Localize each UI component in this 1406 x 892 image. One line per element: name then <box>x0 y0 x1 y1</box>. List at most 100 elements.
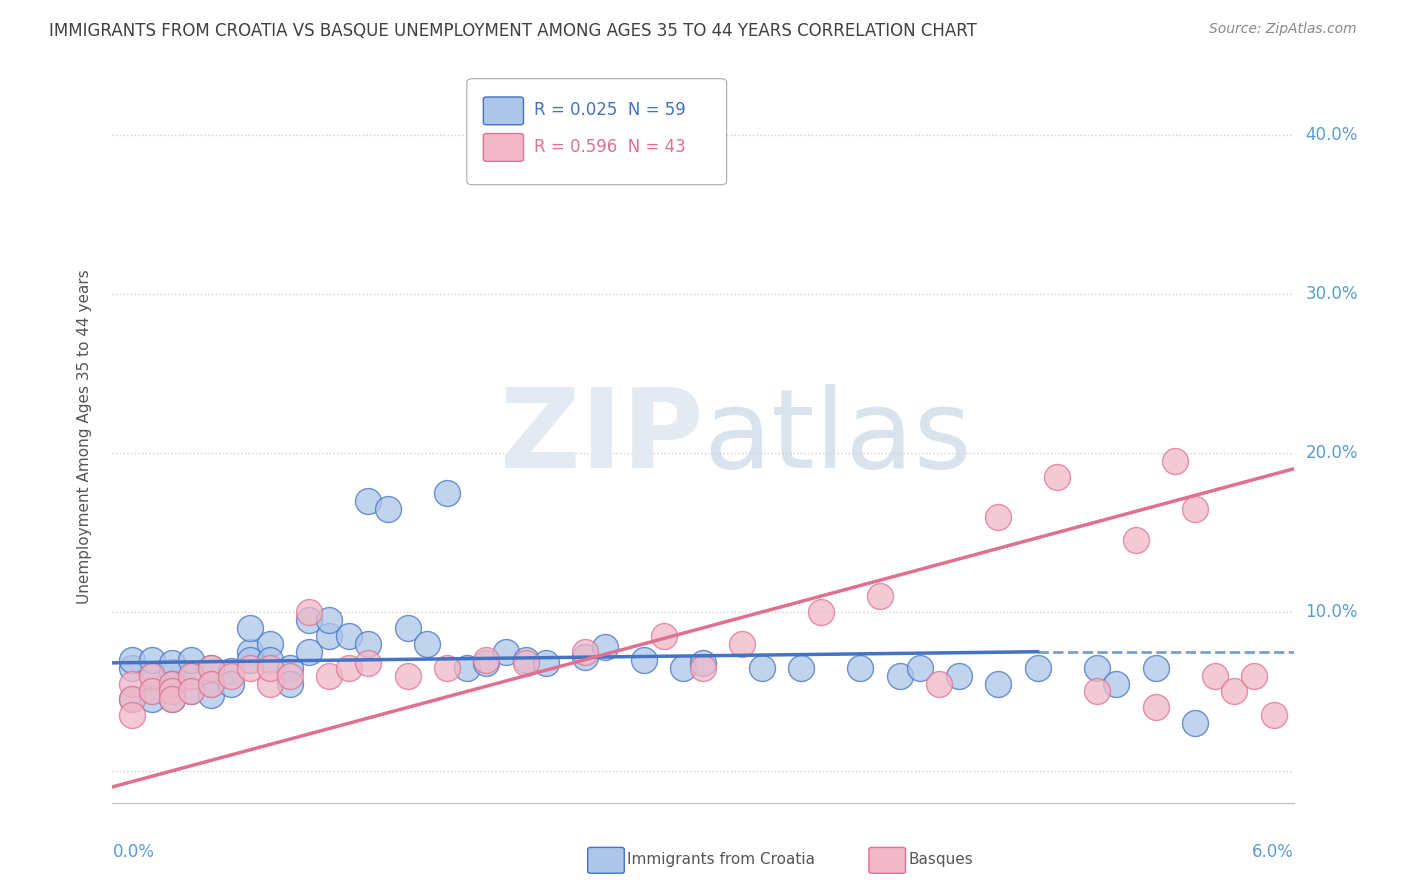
Point <box>200 676 222 690</box>
Point <box>377 501 399 516</box>
Point <box>928 676 950 690</box>
Point <box>141 684 163 698</box>
Point <box>515 653 537 667</box>
Point <box>1204 668 1226 682</box>
Point <box>1105 676 1128 690</box>
Text: 10.0%: 10.0% <box>1305 603 1358 621</box>
Point <box>239 621 262 635</box>
Point <box>357 493 380 508</box>
Point <box>239 653 262 667</box>
Point <box>141 668 163 682</box>
Point <box>180 668 202 682</box>
Point <box>1085 684 1108 698</box>
Point <box>1046 470 1069 484</box>
Point <box>160 676 183 690</box>
Point <box>436 485 458 500</box>
Point <box>1184 501 1206 516</box>
Point <box>141 668 163 682</box>
Text: R = 0.596  N = 43: R = 0.596 N = 43 <box>534 137 686 156</box>
Text: atlas: atlas <box>703 384 972 491</box>
Point <box>318 629 340 643</box>
Point <box>515 656 537 670</box>
Point <box>790 660 813 674</box>
Point <box>160 692 183 706</box>
Point <box>416 637 439 651</box>
Point <box>141 684 163 698</box>
Point <box>1243 668 1265 682</box>
Point <box>141 692 163 706</box>
Point <box>692 660 714 674</box>
Point <box>160 692 183 706</box>
Point <box>1125 533 1147 548</box>
Point <box>475 653 498 667</box>
Point <box>160 684 183 698</box>
Point <box>633 653 655 667</box>
Point <box>593 640 616 654</box>
Point <box>121 692 143 706</box>
Point <box>318 668 340 682</box>
Text: Basques: Basques <box>908 853 973 867</box>
Text: 6.0%: 6.0% <box>1251 843 1294 861</box>
Point <box>318 613 340 627</box>
Point <box>219 664 242 678</box>
Point <box>259 660 281 674</box>
Text: Immigrants from Croatia: Immigrants from Croatia <box>627 853 815 867</box>
Point <box>160 665 183 680</box>
Point <box>200 688 222 702</box>
Point <box>219 676 242 690</box>
Point <box>200 660 222 674</box>
FancyBboxPatch shape <box>484 134 523 161</box>
Point <box>869 589 891 603</box>
Point <box>278 660 301 674</box>
Y-axis label: Unemployment Among Ages 35 to 44 years: Unemployment Among Ages 35 to 44 years <box>77 269 91 605</box>
Point <box>259 676 281 690</box>
Text: R = 0.025  N = 59: R = 0.025 N = 59 <box>534 101 686 120</box>
Point <box>239 645 262 659</box>
Point <box>121 660 143 674</box>
Point <box>219 668 242 682</box>
Point <box>121 692 143 706</box>
Point <box>180 653 202 667</box>
Point <box>121 708 143 723</box>
Point <box>337 629 360 643</box>
Point <box>298 645 321 659</box>
Point <box>948 668 970 682</box>
Point <box>180 684 202 698</box>
Point <box>1085 660 1108 674</box>
Point <box>357 637 380 651</box>
Point <box>121 653 143 667</box>
Point <box>889 668 911 682</box>
Point <box>908 660 931 674</box>
Point <box>200 660 222 674</box>
Point <box>1223 684 1246 698</box>
Point <box>239 660 262 674</box>
Point <box>495 645 517 659</box>
Point <box>141 653 163 667</box>
Point <box>259 637 281 651</box>
Point <box>160 676 183 690</box>
Point <box>180 668 202 682</box>
Point <box>810 605 832 619</box>
Point <box>751 660 773 674</box>
Text: 20.0%: 20.0% <box>1305 444 1358 462</box>
Text: IMMIGRANTS FROM CROATIA VS BASQUE UNEMPLOYMENT AMONG AGES 35 TO 44 YEARS CORRELA: IMMIGRANTS FROM CROATIA VS BASQUE UNEMPL… <box>49 22 977 40</box>
Point <box>1164 454 1187 468</box>
FancyBboxPatch shape <box>484 97 523 125</box>
Point <box>121 676 143 690</box>
Point <box>1184 716 1206 731</box>
Point <box>456 660 478 674</box>
Point <box>396 621 419 635</box>
Text: ZIP: ZIP <box>499 384 703 491</box>
Point <box>278 668 301 682</box>
Text: Source: ZipAtlas.com: Source: ZipAtlas.com <box>1209 22 1357 37</box>
Point <box>652 629 675 643</box>
Text: 30.0%: 30.0% <box>1305 285 1358 303</box>
Point <box>298 613 321 627</box>
Point <box>1026 660 1049 674</box>
Text: 40.0%: 40.0% <box>1305 126 1358 144</box>
Point <box>180 684 202 698</box>
Point <box>160 656 183 670</box>
Point <box>475 656 498 670</box>
Point <box>337 660 360 674</box>
Point <box>672 660 695 674</box>
